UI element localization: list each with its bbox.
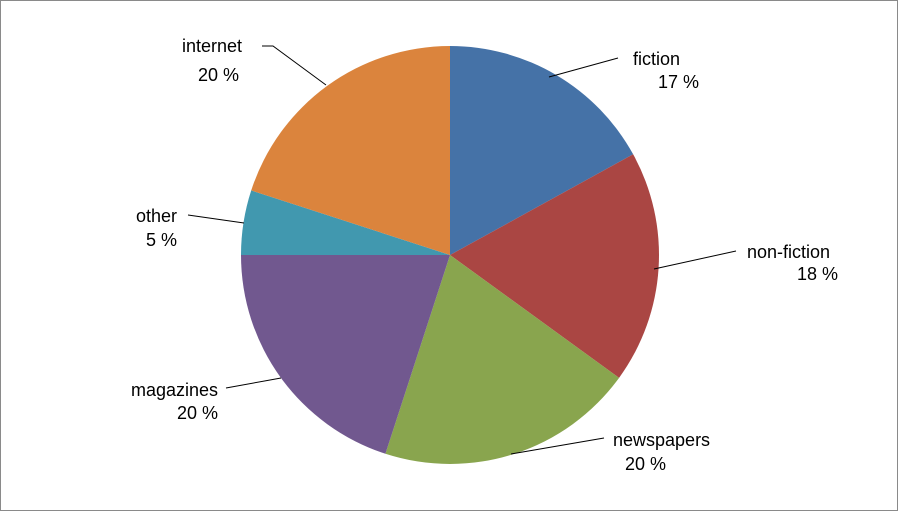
pie-slice-fiction xyxy=(450,46,634,255)
leader-line xyxy=(262,45,327,86)
leader-line xyxy=(187,214,245,224)
slice-value-label: 20 % xyxy=(198,65,239,85)
leader-line xyxy=(548,57,619,78)
slice-label: internet xyxy=(182,36,242,56)
slice-value-label: 5 % xyxy=(146,230,177,250)
pie-slice-internet xyxy=(251,46,450,255)
slice-label: fiction xyxy=(633,49,680,69)
pie-slice-magazines xyxy=(241,255,450,454)
slice-label: newspapers xyxy=(613,430,710,450)
pie-slice-non-fiction xyxy=(450,154,660,378)
slice-value-label: 17 % xyxy=(658,72,699,92)
slice-value-label: 20 % xyxy=(177,403,218,423)
pie-slice-newspapers xyxy=(385,255,620,464)
slice-label: magazines xyxy=(131,380,218,400)
leader-line xyxy=(510,437,605,455)
pie-slices xyxy=(241,46,660,464)
leader-line xyxy=(225,377,282,389)
slice-value-label: 20 % xyxy=(625,454,666,474)
slice-label: other xyxy=(136,206,177,226)
leader-line xyxy=(653,250,737,270)
pie-slice-other xyxy=(241,190,450,255)
slice-label: non-fiction xyxy=(747,242,830,262)
slice-value-label: 18 % xyxy=(797,264,838,284)
